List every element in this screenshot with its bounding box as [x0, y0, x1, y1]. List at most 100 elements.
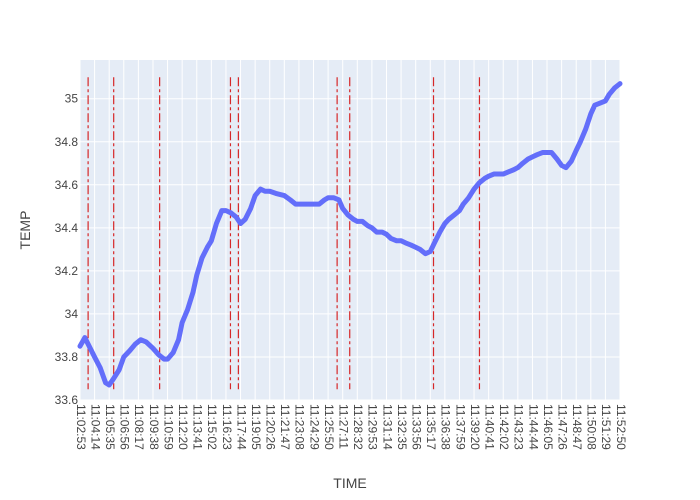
data-point: [388, 236, 394, 241]
data-point: [569, 158, 574, 164]
x-tick-label: 11:09:38: [147, 404, 161, 450]
y-tick-label: 33.6: [55, 393, 79, 407]
data-point: [331, 195, 336, 200]
data-point: [506, 169, 511, 175]
data-point: [138, 337, 143, 342]
data-point: [340, 206, 345, 211]
x-tick-label: 11:19:05: [249, 404, 263, 450]
data-point: [106, 382, 112, 388]
data-point: [428, 249, 433, 254]
data-point: [205, 245, 210, 250]
x-tick-label: 11:42:02: [497, 404, 511, 450]
data-point: [223, 208, 229, 213]
data-point: [530, 154, 535, 160]
data-point: [446, 217, 452, 222]
data-point: [617, 81, 623, 86]
x-tick-label: 11:08:17: [132, 404, 146, 450]
data-point: [199, 255, 205, 261]
data-point: [379, 229, 385, 235]
data-point: [133, 341, 138, 347]
data-point: [267, 189, 272, 194]
data-point: [423, 251, 428, 256]
data-point: [345, 212, 351, 218]
data-point: [452, 212, 457, 218]
x-tick-label: 11:24:29: [307, 404, 321, 450]
x-tick-label: 11:15:02: [205, 404, 219, 450]
x-tick-label: 11:28:32: [351, 404, 365, 450]
x-tick-label: 11:35:17: [424, 404, 438, 450]
x-tick-labels: 11:02:53 11:04:14 11:05:35 11:06:56 11:08:17…: [74, 404, 628, 450]
x-tick-label: 11:44:44: [526, 404, 540, 450]
data-point: [534, 152, 540, 157]
data-point: [442, 221, 448, 226]
data-point: [369, 225, 375, 231]
data-point: [316, 201, 322, 207]
data-point: [515, 165, 521, 170]
data-point: [214, 221, 219, 226]
data-point: [190, 290, 196, 295]
x-tick-label: 11:48:47: [570, 404, 584, 450]
data-point: [88, 346, 93, 351]
data-point: [374, 229, 379, 235]
data-point: [544, 150, 550, 155]
x-gridlines: [79, 60, 621, 400]
data-point: [296, 201, 302, 207]
data-point: [165, 356, 170, 362]
x-tick-label: 11:36:38: [439, 404, 453, 450]
data-point: [282, 193, 287, 198]
data-point: [252, 193, 258, 198]
data-point: [437, 229, 443, 235]
data-point: [417, 247, 423, 252]
data-point: [497, 171, 502, 177]
data-point: [336, 197, 342, 203]
x-axis-title: TIME: [333, 475, 366, 491]
x-tick-label: 11:31:14: [380, 404, 394, 450]
data-point: [491, 171, 497, 177]
y-tick-labels: 33.6 33.8 34 34.2 34.4 34.6 34.8 35: [55, 92, 79, 407]
data-point: [360, 219, 365, 224]
data-point: [127, 348, 133, 353]
data-point: [234, 214, 239, 220]
x-tick-label: 11:06:56: [118, 404, 132, 450]
data-point: [612, 85, 617, 91]
x-tick-label: 11:39:20: [468, 404, 482, 450]
data-point: [398, 238, 404, 243]
data-point: [471, 186, 477, 192]
data-point: [549, 150, 554, 155]
data-point: [432, 240, 437, 246]
data-point: [413, 245, 418, 250]
data-point: [228, 210, 234, 215]
data-point: [520, 161, 525, 166]
data-point: [597, 100, 603, 106]
data-point: [461, 201, 466, 207]
data-point: [325, 195, 331, 200]
x-tick-label: 11:17:44: [234, 404, 248, 450]
x-tick-label: 11:23:08: [293, 404, 307, 450]
x-tick-label: 11:02:53: [74, 404, 88, 450]
data-point: [293, 201, 298, 207]
data-point: [248, 206, 253, 211]
x-tick-label: 11:33:56: [410, 404, 424, 450]
data-point: [77, 344, 83, 349]
x-tick-label: 11:40:41: [482, 404, 496, 450]
data-point: [219, 208, 224, 213]
data-point: [457, 208, 462, 213]
data-point: [365, 223, 370, 228]
x-tick-label: 11:50:08: [585, 404, 599, 450]
x-tick-label: 11:10:59: [161, 404, 175, 450]
data-point: [477, 180, 482, 185]
data-point: [111, 376, 116, 381]
y-tick-label: 34.4: [55, 221, 79, 235]
data-point: [185, 307, 190, 312]
data-point: [97, 365, 103, 370]
data-point: [156, 352, 161, 358]
series-layer: [77, 81, 623, 388]
data-point: [302, 201, 307, 207]
data-point: [486, 174, 491, 179]
data-point: [574, 148, 579, 153]
x-tick-label: 11:46:05: [541, 404, 555, 450]
y-tick-label: 34.2: [55, 264, 79, 278]
data-point: [243, 217, 248, 222]
x-tick-label: 11:25:50: [322, 404, 336, 450]
